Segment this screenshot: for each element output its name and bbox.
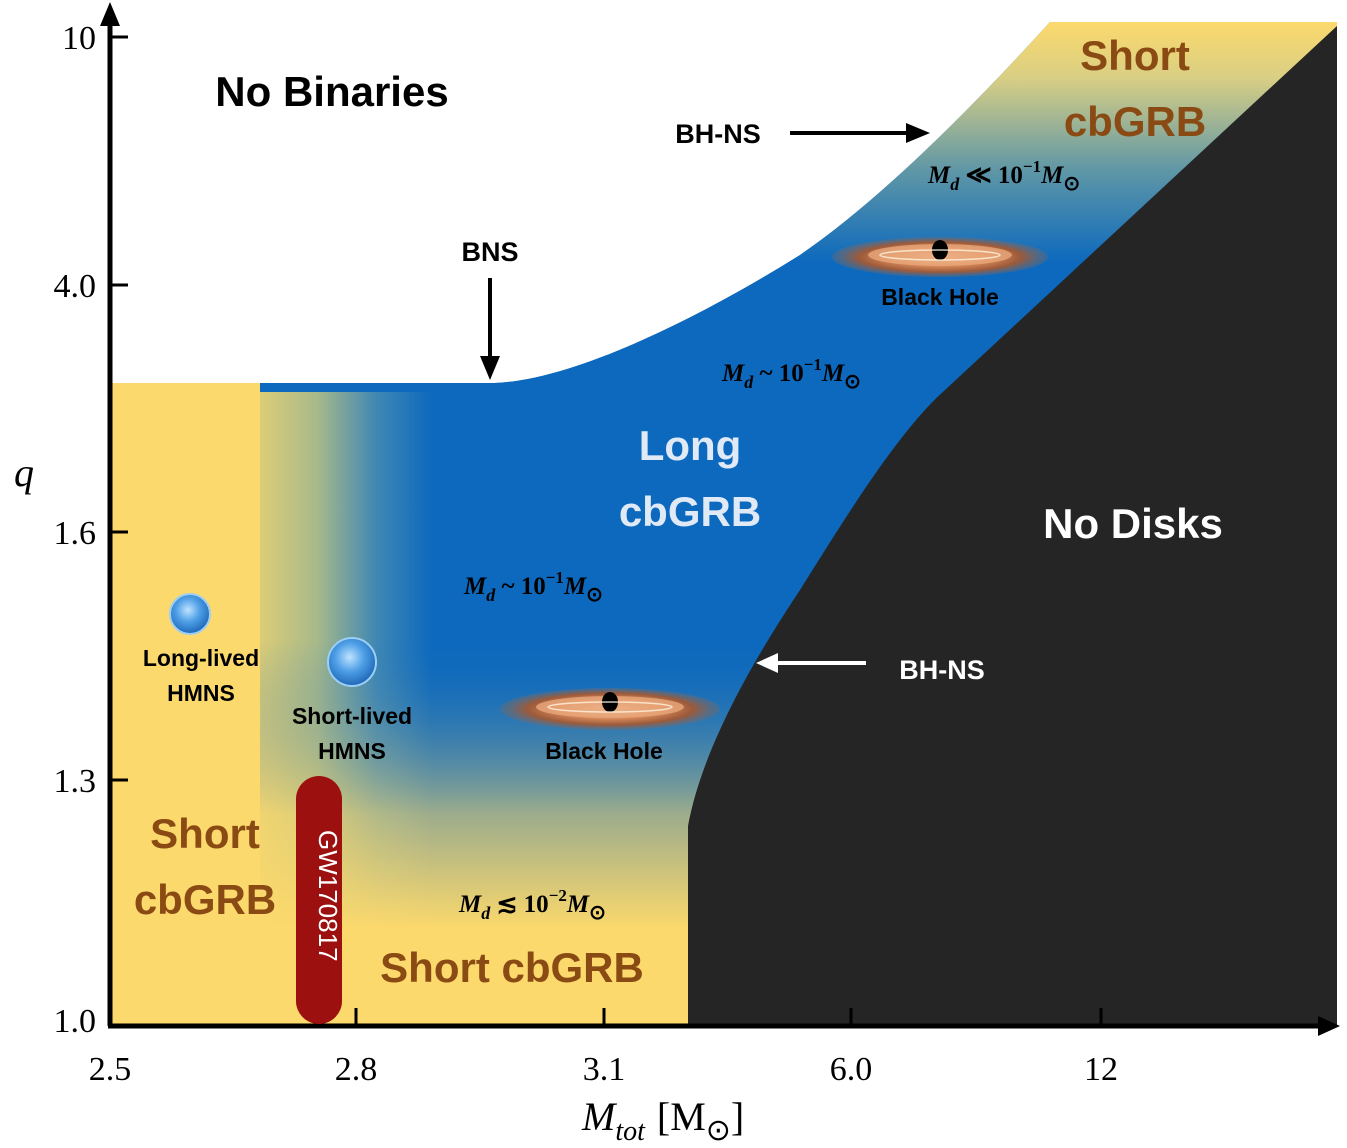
disk-mass-label-top: Md ≪ 10−1M⊙ bbox=[927, 157, 1080, 195]
long-lived-hmns-star-icon bbox=[169, 593, 211, 635]
long-lived-hmns-label: HMNS bbox=[167, 680, 235, 706]
no-binaries-label: No Binaries bbox=[215, 68, 448, 115]
short-cbgrb-left-label: cbGRB bbox=[134, 876, 276, 923]
y-tick-label: 10 bbox=[62, 20, 96, 57]
black-hole-icon bbox=[832, 237, 1048, 277]
axes bbox=[107, 12, 1330, 1029]
bns-label: BNS bbox=[461, 237, 518, 267]
y-tick-label: 4.0 bbox=[54, 268, 97, 305]
disk-mass-label-middle: Md ~ 10−1M⊙ bbox=[463, 568, 603, 606]
y-tick-label: 1.3 bbox=[54, 763, 97, 800]
y-axis-title: q bbox=[14, 450, 34, 495]
bh-ns-top-arrowhead bbox=[906, 123, 930, 143]
bns-arrowhead bbox=[480, 356, 500, 380]
x-axis-arrowhead bbox=[1318, 1016, 1340, 1036]
long-cbgrb-label: cbGRB bbox=[619, 488, 761, 535]
bh-ns-bottom-arrowhead bbox=[756, 653, 778, 673]
black-hole-lower-label: Black Hole bbox=[545, 738, 663, 764]
black-hole-upper-label: Black Hole bbox=[881, 284, 999, 310]
no-disks-region bbox=[688, 26, 1337, 1026]
short-cbgrb-bottom-label: Short cbGRB bbox=[380, 944, 644, 991]
x-tick-label: 12 bbox=[1084, 1051, 1118, 1088]
short-lived-hmns-label: HMNS bbox=[318, 738, 386, 764]
x-tick-label: 6.0 bbox=[830, 1051, 873, 1088]
short-cbgrb-left-label: Short bbox=[150, 810, 260, 857]
black-hole-icon bbox=[500, 688, 720, 730]
bh-ns-bottom-label: BH-NS bbox=[899, 655, 985, 685]
short-lived-hmns-label: Short-lived bbox=[292, 703, 412, 729]
y-tick-label: 1.0 bbox=[54, 1003, 97, 1040]
x-axis-title: Mtot [M⊙] bbox=[581, 1094, 744, 1147]
x-tick-label: 2.5 bbox=[89, 1051, 132, 1088]
x-tick-label: 3.1 bbox=[583, 1051, 626, 1088]
disk-mass-label-bottom: Md ≲ 10−2M⊙ bbox=[458, 886, 606, 924]
x-tick-label: 2.8 bbox=[335, 1051, 378, 1088]
bh-ns-top-label: BH-NS bbox=[675, 119, 761, 149]
long-cbgrb-label: Long bbox=[639, 422, 742, 469]
gw-event-bar bbox=[296, 776, 342, 1024]
short-cbgrb-topright-label: Short bbox=[1080, 32, 1190, 79]
disk-mass-label-upper: Md ~ 10−1M⊙ bbox=[721, 355, 861, 393]
short-lived-hmns-star-icon bbox=[327, 637, 377, 687]
long-lived-hmns-label: Long-lived bbox=[143, 645, 259, 671]
y-axis-arrowhead bbox=[100, 2, 120, 26]
short-cbgrb-topright-label: cbGRB bbox=[1064, 98, 1206, 145]
tick-marks bbox=[110, 35, 1103, 1026]
y-tick-label: 1.6 bbox=[54, 515, 97, 552]
gw-event-label: GW170817 bbox=[313, 830, 343, 962]
no-disks-label: No Disks bbox=[1043, 500, 1223, 547]
